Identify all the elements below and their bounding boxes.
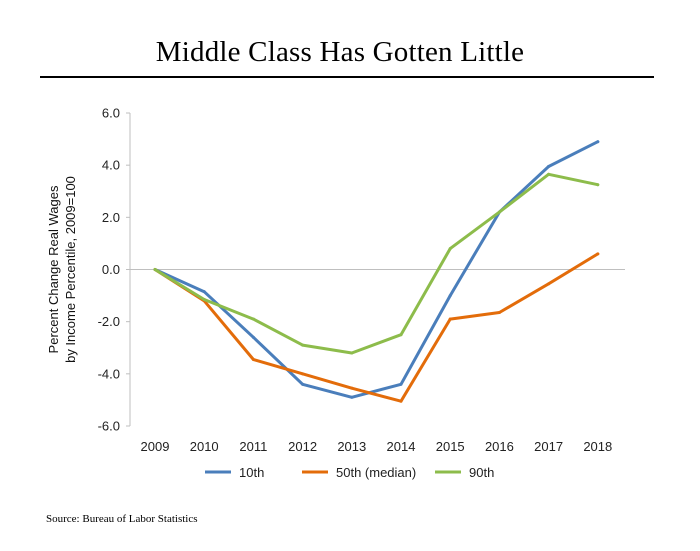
legend-label: 90th (469, 465, 494, 480)
data-point (202, 297, 206, 301)
x-tick-label: 2016 (485, 439, 514, 454)
data-point (596, 183, 600, 187)
data-point (596, 140, 600, 144)
y-tick-label: -2.0 (98, 314, 120, 329)
data-point (251, 357, 255, 361)
y-tick-label: -6.0 (98, 419, 120, 434)
data-point (251, 317, 255, 321)
data-point (350, 386, 354, 390)
x-tick-label: 2009 (141, 439, 170, 454)
data-point (448, 247, 452, 251)
x-tick-label: 2013 (337, 439, 366, 454)
source-note: Source: Bureau of Labor Statistics (46, 513, 198, 525)
series-line-90th (153, 172, 600, 355)
data-point (547, 282, 551, 286)
data-point (399, 333, 403, 337)
data-point (301, 382, 305, 386)
data-point (202, 290, 206, 294)
y-tick-label: 2.0 (102, 210, 120, 225)
data-point (251, 335, 255, 339)
legend-label: 50th (median) (336, 465, 416, 480)
y-tick-label: 0.0 (102, 262, 120, 277)
y-axis-label: Percent Change Real Wages by Income Perce… (46, 176, 78, 363)
y-axis-label-line: by Income Percentile, 2009=100 (63, 176, 78, 363)
series-line-10th (153, 140, 600, 399)
y-tick-label: 6.0 (102, 106, 120, 121)
data-point (596, 252, 600, 256)
series-line-50th (153, 252, 600, 403)
data-point (301, 343, 305, 347)
data-point (399, 382, 403, 386)
x-tick-label: 2017 (534, 439, 563, 454)
data-point (448, 294, 452, 298)
chart-title: Middle Class Has Gotten Little (155, 36, 525, 68)
data-point (448, 317, 452, 321)
x-tick-label: 2010 (190, 439, 219, 454)
data-point (301, 372, 305, 376)
data-point (350, 351, 354, 355)
y-tick-label: -4.0 (98, 366, 120, 381)
legend-label: 10th (239, 465, 264, 480)
x-tick-label: 2014 (387, 439, 416, 454)
data-point (153, 268, 157, 271)
x-tick-label: 2015 (436, 439, 465, 454)
y-tick-label: 4.0 (102, 158, 120, 173)
data-point (350, 395, 354, 399)
data-point (547, 164, 551, 168)
x-tick-label: 2012 (288, 439, 317, 454)
title-rule (40, 76, 654, 78)
legend: 10th 50th (median) 90th (205, 465, 494, 480)
y-axis-label-line: Percent Change Real Wages (46, 185, 61, 353)
data-point (399, 399, 403, 403)
data-point (547, 172, 551, 176)
x-tick-label: 2011 (239, 439, 267, 454)
axis-layer: 6.0 4.0 2.0 0.0 -2.0 -4.0 -6.0 2009 2010 2011 2012… (98, 106, 625, 454)
data-point (497, 311, 501, 315)
x-tick-label: 2018 (583, 439, 612, 454)
data-point (497, 210, 501, 214)
series-layer (153, 140, 600, 403)
